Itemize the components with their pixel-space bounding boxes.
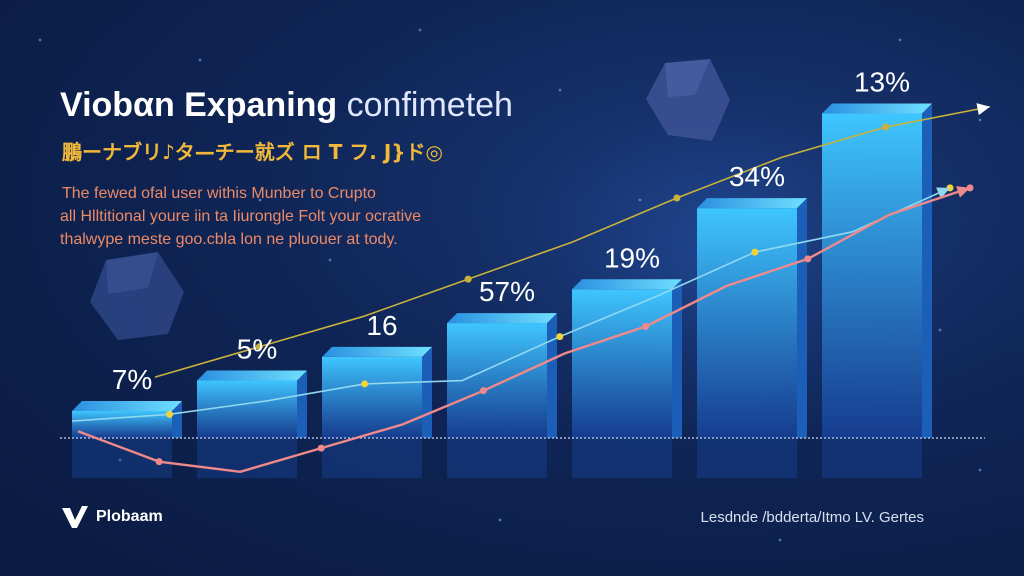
trend-point — [882, 123, 890, 131]
trend-point — [479, 387, 487, 395]
bar-reflection — [822, 438, 922, 478]
trend-point — [751, 248, 759, 256]
particle-dot — [418, 28, 422, 32]
description-line-2: all Hlltitional youre iin ta Iiurongle F… — [60, 208, 422, 225]
bar-side — [297, 370, 307, 438]
bar-reflection — [697, 438, 797, 478]
bar-value-label: 57% — [479, 276, 535, 307]
particle-dot — [978, 468, 982, 472]
trend-point — [255, 343, 263, 351]
particle-dot — [898, 38, 902, 42]
bar — [197, 380, 297, 438]
particle-dot — [778, 538, 782, 542]
trend-point — [804, 255, 812, 263]
trend-point — [556, 333, 564, 341]
trend-point — [464, 275, 472, 283]
description-text: The fewed ofal user withis Munber to Cru… — [60, 182, 480, 251]
particle-dot — [258, 198, 262, 202]
particle-dot — [328, 258, 332, 262]
particle-dot — [118, 458, 122, 462]
trend-line-cyan — [71, 187, 951, 422]
bar-reflection — [72, 438, 172, 478]
rock-decoration — [646, 59, 730, 141]
particle-dot — [978, 118, 982, 122]
bar-reflection — [572, 438, 672, 478]
trend-point — [166, 410, 174, 418]
particle-dot — [638, 198, 642, 202]
trend-line-pink — [77, 186, 971, 474]
bar-side — [797, 198, 807, 438]
bar-value-label: 13% — [854, 67, 910, 98]
bar-top — [322, 346, 432, 357]
description-line-3: thalwype meste goo.cbla lon ne pluouer a… — [60, 231, 398, 248]
bar — [822, 113, 922, 439]
particle-dot — [198, 58, 202, 62]
brand-logo-block: Plobaam — [60, 504, 163, 530]
bar-top — [72, 400, 182, 411]
trend-arrowhead — [976, 103, 990, 116]
title-bold: Viobαn Expaning — [60, 86, 338, 124]
particle-dot — [38, 38, 42, 42]
particle-dot — [938, 328, 942, 332]
chart-title: Viobαn Expaning confimeteh — [60, 86, 513, 125]
trend-point — [361, 380, 369, 388]
bar — [697, 208, 797, 438]
source-caption: Lesdnde /bdderta/Itmo LV. Gertes — [700, 509, 924, 526]
trend-point — [317, 444, 325, 452]
bar-reflection — [322, 438, 422, 478]
bar-value-label: 34% — [729, 161, 785, 192]
trend-line-yellow — [154, 105, 991, 378]
bar-value-label: 19% — [604, 242, 660, 273]
bar-value-label: 16 — [366, 310, 397, 341]
bar-reflection — [197, 438, 297, 478]
trend-arrowhead — [956, 186, 970, 198]
bar-side — [672, 279, 682, 438]
bar-top — [572, 279, 682, 290]
brand-icon — [62, 506, 88, 528]
bar-value-label: 7% — [112, 364, 152, 395]
bar-value-label: 5% — [237, 334, 277, 365]
chart-subtitle: 鵬ーナブリ♪タ—チー就ズ ロ T フ. J}ド◎ — [62, 140, 443, 164]
bar-top — [822, 103, 932, 114]
trend-point — [155, 458, 163, 466]
particle-dot — [558, 88, 562, 92]
bar-top — [697, 198, 807, 209]
bar-reflection — [447, 438, 547, 478]
title-light: confimeteh — [346, 86, 513, 124]
bar-side — [547, 313, 557, 438]
bar-top — [197, 370, 307, 381]
bar-side — [172, 400, 182, 438]
rock-decoration — [90, 252, 184, 340]
bar — [572, 289, 672, 438]
trend-arrowhead — [936, 187, 950, 199]
trend-point — [642, 322, 650, 330]
trend-point — [673, 194, 681, 202]
bar-side — [422, 346, 432, 438]
bar — [322, 356, 422, 438]
bar-top — [447, 313, 557, 324]
description-line-1: The fewed ofal user withis Munber to Cru… — [62, 185, 376, 202]
particle-dot — [498, 518, 502, 522]
brand-name: Plobaam — [96, 508, 163, 525]
bar-side — [922, 103, 932, 439]
